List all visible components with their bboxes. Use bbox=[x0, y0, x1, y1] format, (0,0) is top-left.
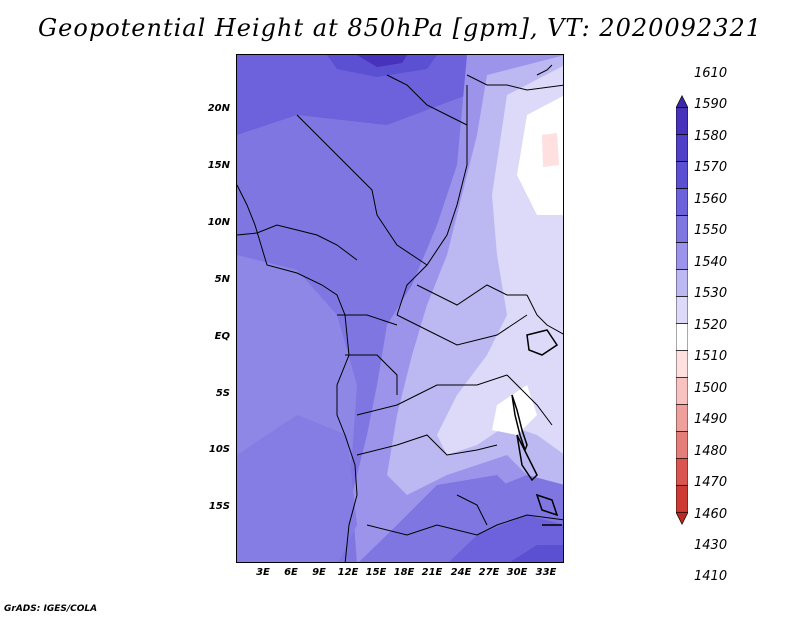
map-title: Geopotential Height at 850hPa [gpm], VT:… bbox=[38, 14, 762, 42]
colorbar bbox=[676, 94, 688, 526]
geopotential-field bbox=[237, 55, 563, 562]
map-panel[interactable] bbox=[236, 54, 564, 563]
lon-label-9e: 9E bbox=[312, 567, 326, 578]
colorbar-swatch bbox=[676, 107, 688, 136]
colorbar-top-arrow bbox=[676, 94, 688, 109]
field-sw-1550 bbox=[237, 415, 357, 562]
lon-label-24e: 24E bbox=[450, 567, 472, 578]
lat-label-eq: EQ bbox=[214, 331, 230, 342]
colorbar-label: 1550 bbox=[694, 223, 728, 239]
colorbar-label: 1500 bbox=[694, 380, 728, 396]
colorbar-swatch bbox=[676, 215, 688, 243]
field-1510 bbox=[517, 96, 563, 215]
colorbar-label: 1520 bbox=[694, 317, 728, 333]
colorbar-label: 1610 bbox=[694, 66, 728, 81]
lon-label-21e: 21E bbox=[421, 567, 443, 578]
lon-label-3e: 3E bbox=[256, 567, 270, 578]
lon-label-27e: 27E bbox=[478, 567, 500, 578]
lon-label-6e: 6E bbox=[284, 567, 298, 578]
colorbar-swatch bbox=[676, 484, 688, 513]
lat-label-15s: 15S bbox=[208, 501, 230, 512]
lat-label-20n: 20N bbox=[207, 103, 230, 114]
colorbar-swatch bbox=[676, 296, 688, 324]
colorbar-swatch bbox=[676, 323, 688, 351]
lon-label-15e: 15E bbox=[365, 567, 387, 578]
colorbar-swatch bbox=[676, 404, 688, 432]
field-south-1570 bbox=[510, 545, 563, 562]
country-borders bbox=[237, 64, 563, 562]
lakes bbox=[511, 329, 562, 526]
colorbar-swatch bbox=[676, 377, 688, 405]
colorbar-label: 1560 bbox=[694, 191, 728, 207]
colorbar-swatch bbox=[676, 134, 688, 163]
colorbar-label: 1480 bbox=[694, 443, 728, 459]
lat-label-15n: 15N bbox=[207, 160, 230, 171]
lon-label-18e: 18E bbox=[393, 567, 415, 578]
colorbar-swatch bbox=[676, 350, 688, 378]
colorbar-swatch bbox=[676, 458, 688, 486]
lat-label-10s: 10S bbox=[208, 444, 230, 455]
colorbar-label: 1460 bbox=[694, 506, 728, 522]
lat-label-5s: 5S bbox=[215, 388, 230, 399]
colorbar-label: 1430 bbox=[694, 538, 728, 553]
colorbar-label: 1490 bbox=[694, 412, 728, 428]
colorbar-label: 1510 bbox=[694, 349, 728, 365]
colorbar-label: 1410 bbox=[694, 569, 728, 585]
field-1500 bbox=[542, 133, 559, 167]
colorbar-label: 1580 bbox=[694, 128, 728, 144]
lon-label-12e: 12E bbox=[337, 567, 359, 578]
colorbar-label: 1540 bbox=[694, 254, 728, 270]
colorbar-swatch bbox=[676, 188, 688, 216]
lon-label-33e: 33E bbox=[535, 567, 557, 578]
lat-label-10n: 10N bbox=[207, 217, 230, 228]
colorbar-label: 1470 bbox=[694, 475, 728, 491]
colorbar-swatch bbox=[676, 269, 688, 297]
colorbar-swatch bbox=[676, 242, 688, 270]
lon-label-30e: 30E bbox=[506, 567, 528, 578]
colorbar-label: 1590 bbox=[694, 97, 728, 113]
lat-label-5n: 5N bbox=[214, 274, 230, 285]
colorbar-swatch bbox=[676, 161, 688, 189]
credit-label: GrADS: IGES/COLA bbox=[4, 604, 98, 614]
field-sahara-1590 bbox=[357, 55, 407, 67]
colorbar-bottom-arrow bbox=[676, 511, 688, 526]
colorbar-label: 1570 bbox=[694, 160, 728, 176]
colorbar-label: 1530 bbox=[694, 286, 728, 302]
colorbar-swatch bbox=[676, 431, 688, 459]
